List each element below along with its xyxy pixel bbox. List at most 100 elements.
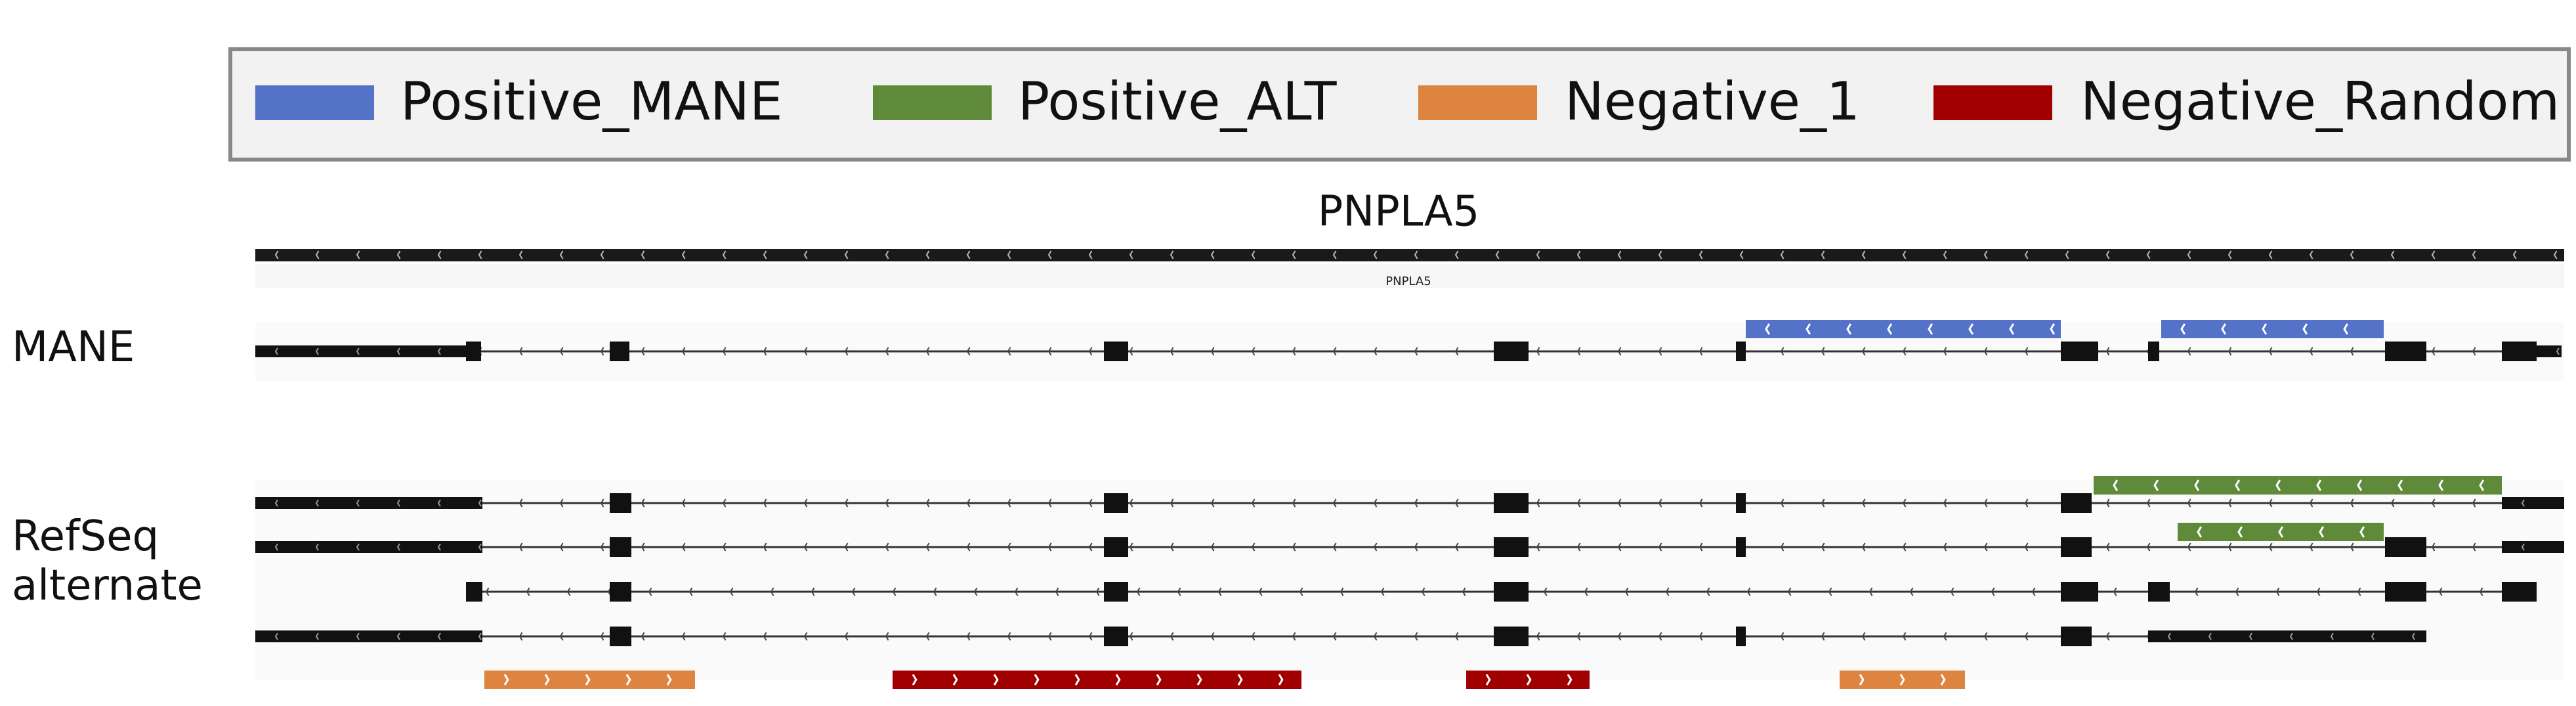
utr-block — [2148, 630, 2426, 642]
exon — [1494, 627, 1529, 646]
gene-arrow — [559, 250, 564, 259]
region-arrow — [2194, 479, 2200, 491]
intron-arrow — [966, 542, 971, 552]
intron-arrow — [1414, 542, 1418, 552]
intron-arrow — [1983, 498, 1988, 508]
gene-arrow — [763, 250, 767, 259]
gene-arrow — [1454, 250, 1459, 259]
intron-arrow — [1414, 347, 1418, 356]
intron-arrow — [641, 498, 645, 508]
region-arrow — [1196, 674, 1202, 686]
intron-arrow — [851, 587, 856, 596]
gene-arrow — [2512, 250, 2517, 259]
exon — [1736, 493, 1746, 513]
intron-arrow — [1095, 587, 1100, 596]
intron-arrow — [2390, 498, 2395, 508]
intron-arrow — [1007, 498, 1011, 508]
intron-arrow — [1340, 587, 1344, 596]
intron-arrow — [925, 498, 930, 508]
intron-arrow — [885, 542, 889, 552]
exon — [466, 342, 481, 361]
intron-arrow — [518, 498, 523, 508]
exon — [1104, 537, 1128, 557]
gene-arrow — [1251, 250, 1256, 259]
intron-arrow — [2228, 498, 2232, 508]
intron-arrow — [688, 587, 693, 596]
intron-arrow — [1821, 347, 1825, 356]
region-arrow — [2316, 479, 2322, 491]
intron-arrow — [1869, 587, 1873, 596]
gene-arrow — [2105, 250, 2110, 259]
exon — [610, 342, 629, 361]
intron-arrow — [1699, 542, 1703, 552]
intron-arrow — [1373, 542, 1378, 552]
intron-arrow — [559, 498, 564, 508]
region-arrow — [1237, 674, 1243, 686]
intron-arrow — [1129, 632, 1133, 641]
intron-arrow — [1861, 498, 1866, 508]
intron-arrow — [2357, 587, 2361, 596]
gene-arrow — [2228, 250, 2232, 259]
intron-arrow — [1088, 542, 1093, 552]
region-arrow — [2275, 479, 2281, 491]
intron-arrow — [844, 632, 849, 641]
intron-arrow — [2275, 587, 2280, 596]
intron-arrow — [1699, 632, 1703, 641]
exon — [610, 493, 631, 513]
region-arrow — [2262, 323, 2268, 335]
legend-label: Positive_ALT — [1018, 71, 1338, 132]
intron-arrow — [763, 542, 767, 552]
intron-arrow — [1454, 498, 1459, 508]
intron-arrow — [1617, 498, 1622, 508]
intron-arrow — [1576, 347, 1581, 356]
intron-arrow — [1129, 498, 1133, 508]
intron-arrow — [2024, 347, 2029, 356]
region-bar — [1746, 320, 2061, 338]
intron-arrow — [1536, 498, 1540, 508]
intron-arrow — [1943, 347, 1947, 356]
utr-arrow — [274, 632, 278, 640]
intron-arrow — [641, 542, 645, 552]
intron-arrow — [722, 542, 727, 552]
intron-arrow — [933, 587, 937, 596]
intron-arrow — [600, 632, 604, 641]
region-arrow — [1940, 674, 1946, 686]
exon — [2061, 342, 2098, 361]
exon — [1494, 537, 1529, 557]
gene-arrow — [2553, 250, 2558, 259]
intron-arrow — [966, 347, 971, 356]
gene-arrow — [2309, 250, 2313, 259]
region-arrow — [2180, 323, 2186, 335]
intron-arrow — [1902, 347, 1907, 356]
intron-arrow — [1536, 347, 1540, 356]
utr-arrow — [2249, 632, 2252, 640]
utr-block — [2502, 541, 2564, 553]
intron-arrow — [1047, 498, 1052, 508]
intron-arrow — [1658, 498, 1662, 508]
intron-arrow — [925, 347, 930, 356]
exon — [610, 582, 631, 602]
intron-arrow — [2350, 347, 2354, 356]
intron-arrow — [1251, 347, 1256, 356]
intron-arrow — [1821, 542, 1825, 552]
intron-arrow — [1861, 542, 1866, 552]
intron-arrow — [925, 632, 930, 641]
intron-arrow — [1170, 347, 1174, 356]
intron-arrow — [1210, 347, 1215, 356]
intron-arrow — [770, 587, 774, 596]
intron-arrow — [2187, 498, 2191, 508]
intron-arrow — [518, 632, 523, 641]
gene-arrow — [844, 250, 849, 259]
gene-arrow — [1332, 250, 1337, 259]
intron-arrow — [2350, 498, 2354, 508]
intron-arrow — [844, 498, 849, 508]
utr-arrow — [437, 632, 441, 640]
region-arrow — [912, 674, 918, 686]
intron-arrow — [1014, 587, 1019, 596]
utr-arrow — [356, 499, 360, 507]
region-arrow — [952, 674, 958, 686]
intron-arrow — [1617, 632, 1622, 641]
gene-arrow — [1210, 250, 1215, 259]
gene-arrow — [2065, 250, 2069, 259]
